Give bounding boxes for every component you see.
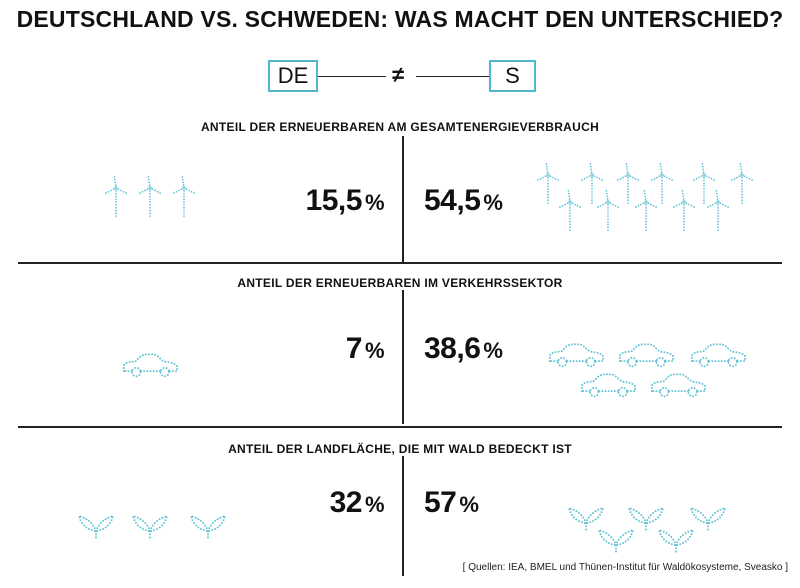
value-unit: % [364,190,385,215]
wind-turbine-icon [692,162,716,205]
connector-right [416,76,489,77]
value-number: 57 [424,486,457,519]
value-number: 38,6 [424,332,481,365]
value-de-forest: 32% [329,486,385,520]
divider-vertical-1 [402,136,404,262]
wind-turbine-icon [616,162,640,205]
value-unit: % [459,492,479,517]
car-icon [580,373,637,398]
wind-turbine-icon [138,175,162,218]
leaf-icon [131,514,169,540]
value-number: 7 [345,332,363,365]
wind-turbine-icon [558,189,582,232]
section-title-forest: ANTEIL DER LANDFLÄCHE, DIE MIT WALD BEDE… [228,442,572,456]
value-se-energy: 54,5% [424,184,503,218]
connector-left [318,76,386,77]
value-unit: % [483,190,503,215]
value-se-transport: 38,6% [424,332,503,366]
value-number: 54,5 [424,184,481,217]
wind-turbine-icon [634,189,658,232]
source-note: [ Quellen: IEA, BMEL und Thünen-Institut… [462,562,788,573]
divider-vertical-3 [402,456,404,576]
wind-turbine-icon [536,162,560,205]
car-icon [650,373,707,398]
wind-turbine-icon [730,162,754,205]
car-icon [690,343,747,368]
value-de-transport: 7% [345,332,385,366]
value-unit: % [364,492,385,517]
value-unit: % [364,338,385,363]
leaf-icon [657,528,695,554]
wind-turbine-icon [650,162,674,205]
not-equal-sign: ≠ [392,62,405,87]
leaf-icon [567,506,605,532]
wind-turbine-icon [672,189,696,232]
page-title: DEUTSCHLAND VS. SCHWEDEN: WAS MACHT DEN … [16,6,784,32]
value-unit: % [483,338,503,363]
car-icon [618,343,675,368]
leaf-icon [627,506,665,532]
value-de-energy: 15,5% [305,184,385,218]
leaf-icon [77,514,115,540]
leaf-icon [689,506,727,532]
badge-de: DE [268,60,318,92]
wind-turbine-icon [104,175,128,218]
leaf-icon [597,528,635,554]
wind-turbine-icon [172,175,196,218]
section-rule-1 [18,262,782,264]
section-rule-2 [18,426,782,428]
divider-vertical-2 [402,290,404,424]
section-title-transport: ANTEIL DER ERNEUERBAREN IM VERKEHRSSEKTO… [237,276,563,290]
badge-se: S [489,60,536,92]
car-icon [122,353,179,378]
value-number: 32 [329,486,363,519]
wind-turbine-icon [706,189,730,232]
wind-turbine-icon [580,162,604,205]
value-number: 15,5 [305,184,363,217]
section-title-energy: ANTEIL DER ERNEUERBAREN AM GESAMTENERGIE… [200,120,600,134]
car-icon [548,343,605,368]
value-se-forest: 57% [424,486,479,520]
wind-turbine-icon [596,189,620,232]
leaf-icon [189,514,227,540]
